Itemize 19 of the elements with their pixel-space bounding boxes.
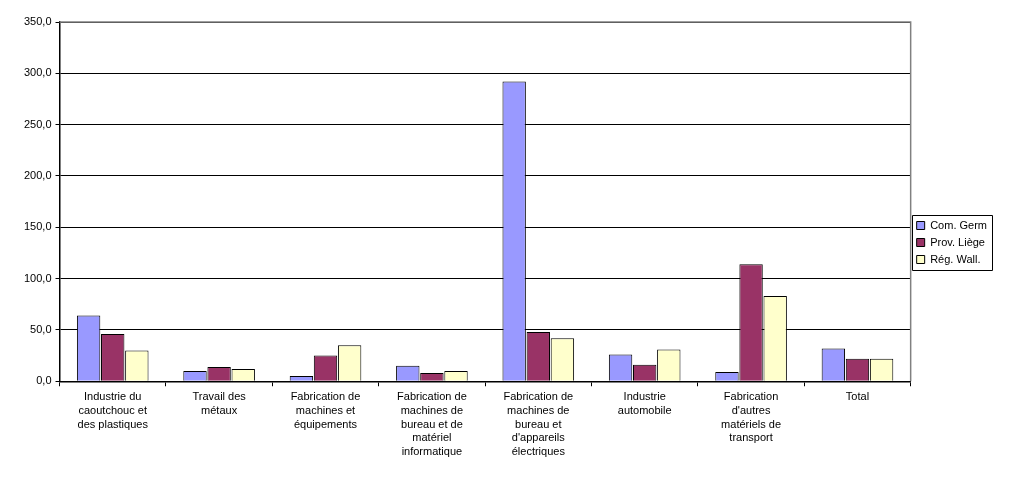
x-tick-label: Fabrication d'autres matériels de transport [721, 390, 782, 444]
x-tick-label: Industrie automobile [617, 390, 672, 416]
x-tick-label: Travail des métaux [192, 390, 247, 416]
x-tick-label: Fabrication de machines de bureau et d'appareils électriques [503, 390, 574, 458]
y-tick-label: 150,0 [24, 220, 52, 233]
x-tick-label: Fabrication de machines et équipements [290, 390, 361, 430]
y-tick-label: 50,0 [30, 322, 52, 335]
x-tick-label: Industrie du caoutchouc et des plastiques [77, 390, 149, 430]
x-tick-label: Fabrication de machines de bureau et de matériel informatique [397, 390, 467, 458]
y-tick-label: 200,0 [24, 169, 52, 181]
legend-label: Rég. Wall. [930, 252, 981, 265]
y-tick-label: 350,0 [24, 15, 52, 28]
y-tick-label: 250,0 [24, 117, 52, 130]
legend-label: Com. Germ [930, 218, 988, 231]
x-tick-label: Total [845, 390, 870, 403]
legend-label: Prov. Liège [930, 235, 985, 248]
y-tick-label: 100,0 [24, 271, 52, 284]
y-tick-label: 300,0 [24, 66, 52, 79]
y-tick-label: 0,0 [36, 374, 52, 387]
